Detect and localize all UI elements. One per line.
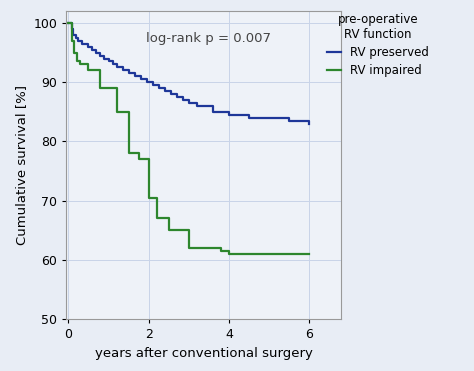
Text: log-rank p = 0.007: log-rank p = 0.007	[146, 32, 271, 45]
Y-axis label: Cumulative survival [%]: Cumulative survival [%]	[15, 85, 28, 245]
Legend: RV preserved, RV impaired: RV preserved, RV impaired	[324, 11, 432, 79]
X-axis label: years after conventional surgery: years after conventional surgery	[95, 347, 313, 359]
